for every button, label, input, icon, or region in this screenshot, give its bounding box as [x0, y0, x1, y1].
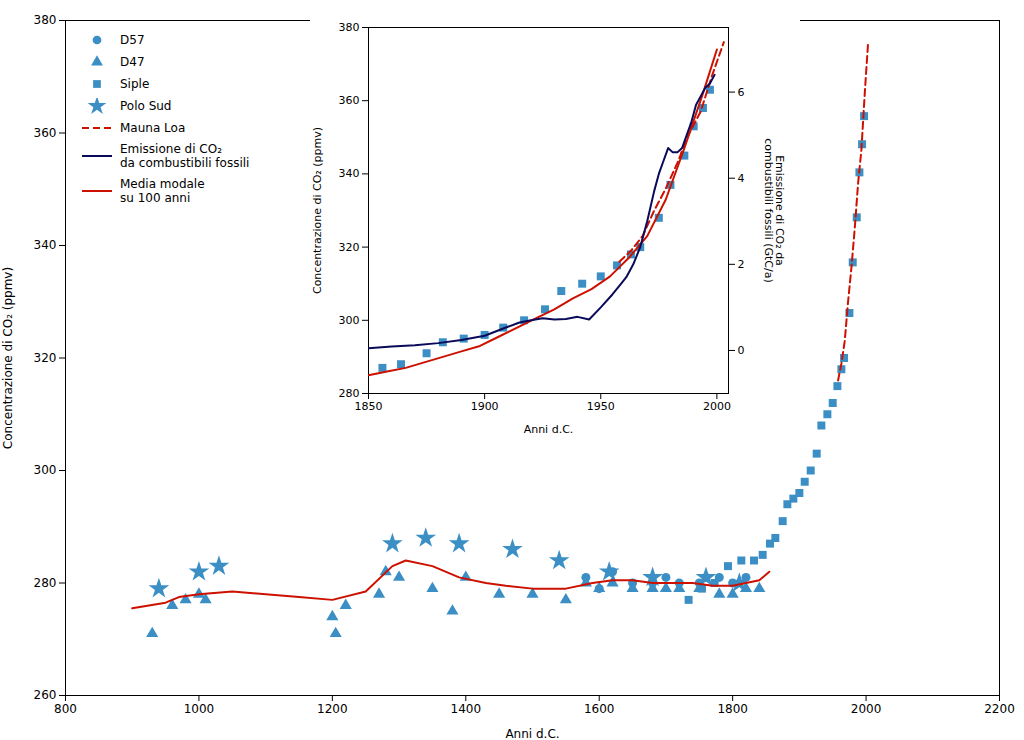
svg-text:1900: 1900: [471, 400, 499, 413]
svg-text:1800: 1800: [717, 702, 748, 716]
svg-text:2: 2: [738, 258, 745, 271]
html-text:Polo Sud: Polo Sud: [120, 98, 172, 113]
svg-text:2000: 2000: [851, 702, 882, 716]
svg-text:340: 340: [34, 238, 57, 252]
svg-text:360: 360: [339, 94, 360, 107]
html-text:D47: D47: [120, 54, 145, 69]
svg-text:6: 6: [738, 86, 745, 99]
svg-text:280: 280: [339, 387, 360, 400]
svg-text:4: 4: [738, 172, 745, 185]
svg-text:300: 300: [339, 314, 360, 327]
svg-text:1850: 1850: [355, 400, 383, 413]
svg-text:2200: 2200: [984, 702, 1015, 716]
svg-text:300: 300: [34, 463, 57, 477]
svg-text:Anni d.C.: Anni d.C.: [505, 727, 559, 740]
svg-text:1400: 1400: [451, 702, 482, 716]
svg-text:800: 800: [54, 702, 77, 716]
svg-text:Concentrazione di CO₂ (ppmv): Concentrazione di CO₂ (ppmv): [311, 127, 324, 294]
svg-text:280: 280: [34, 576, 57, 590]
svg-text:380: 380: [34, 13, 57, 27]
html-text:Siple: Siple: [120, 76, 150, 91]
svg-text:1200: 1200: [317, 702, 348, 716]
html-text:Media modale su 100 anni: Media modale su 100 anni: [120, 176, 205, 206]
svg-text:1000: 1000: [184, 702, 215, 716]
svg-text:Emissione di CO₂ dacombustibil: Emissione di CO₂ dacombustibili fossili …: [762, 138, 786, 282]
svg-text:0: 0: [738, 344, 745, 357]
html-text:Mauna Loa: Mauna Loa: [120, 120, 186, 135]
svg-text:320: 320: [34, 351, 57, 365]
html-text:Emissione di CO₂ da combustibi: Emissione di CO₂ da combustibili fossili: [120, 142, 250, 171]
svg-text:360: 360: [34, 126, 57, 140]
svg-text:1950: 1950: [587, 400, 615, 413]
svg-text:1600: 1600: [584, 702, 615, 716]
svg-text:Concentrazione di CO₂ (ppmv): Concentrazione di CO₂ (ppmv): [1, 267, 15, 449]
svg-text:2000: 2000: [703, 400, 731, 413]
svg-text:260: 260: [34, 688, 57, 702]
html-text:D57: D57: [120, 32, 145, 47]
svg-text:320: 320: [339, 241, 360, 254]
svg-text:380: 380: [339, 21, 360, 34]
svg-text:340: 340: [339, 167, 360, 180]
svg-text:Anni d.C.: Anni d.C.: [524, 423, 574, 436]
